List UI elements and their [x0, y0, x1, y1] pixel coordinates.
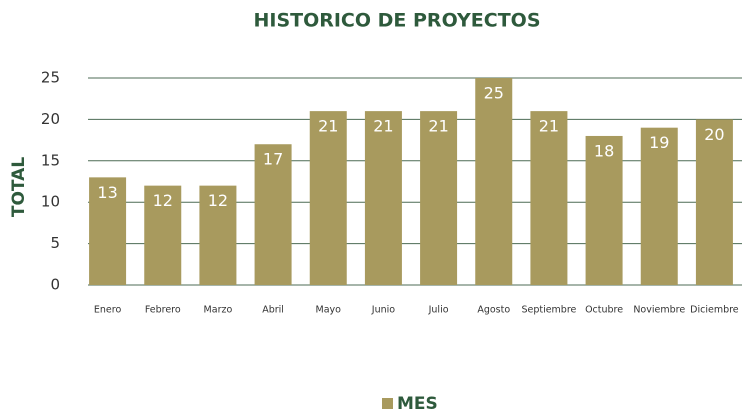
y-tick-label: 20: [41, 110, 60, 128]
x-tick-label: Marzo: [204, 305, 233, 316]
y-axis-label: TOTAL: [9, 157, 29, 217]
bar: [695, 119, 733, 286]
x-tick-label: Octubre: [585, 305, 623, 316]
x-tick-label: Enero: [94, 305, 122, 316]
x-tick-label: Febrero: [145, 305, 181, 316]
value-label: 17: [263, 150, 283, 169]
value-label: 21: [539, 117, 559, 136]
x-tick-label: Septiembre: [521, 305, 576, 316]
value-label: 13: [97, 183, 117, 202]
x-tick-label: Mayo: [316, 305, 342, 316]
value-label: 21: [318, 117, 338, 136]
value-label: 12: [153, 191, 173, 210]
value-label: 25: [484, 84, 504, 103]
x-tick-label: Noviembre: [633, 305, 685, 316]
value-label: 21: [428, 117, 448, 136]
y-tick-label: 5: [50, 234, 60, 252]
x-tick-label: Agosto: [477, 305, 510, 316]
bar: [420, 111, 458, 286]
chart-title: HISTORICO DE PROYECTOS: [253, 10, 540, 32]
value-label: 19: [649, 133, 669, 152]
y-tick-label: 0: [50, 276, 60, 294]
bar: [254, 144, 292, 285]
x-tick-label: Diciembre: [690, 305, 739, 316]
bar: [199, 185, 237, 285]
legend-swatch: [382, 398, 393, 409]
y-tick-label: 10: [41, 193, 60, 211]
bar: [364, 111, 402, 286]
value-label: 21: [373, 117, 393, 136]
legend-label: MES: [397, 394, 438, 412]
bar: [144, 185, 182, 285]
value-label: 12: [208, 191, 228, 210]
bar: [475, 78, 513, 285]
y-tick-label: 25: [41, 69, 60, 87]
x-tick-label: Abril: [262, 305, 284, 316]
x-tick-label: Junio: [371, 305, 395, 316]
bar: [640, 127, 678, 286]
bar: [530, 111, 568, 286]
bar: [89, 177, 127, 285]
value-label: 18: [594, 141, 614, 160]
bar: [585, 135, 623, 285]
value-label: 20: [704, 125, 724, 144]
x-tick-label: Julio: [428, 305, 449, 316]
bar: [309, 111, 347, 286]
y-tick-label: 15: [41, 151, 60, 169]
